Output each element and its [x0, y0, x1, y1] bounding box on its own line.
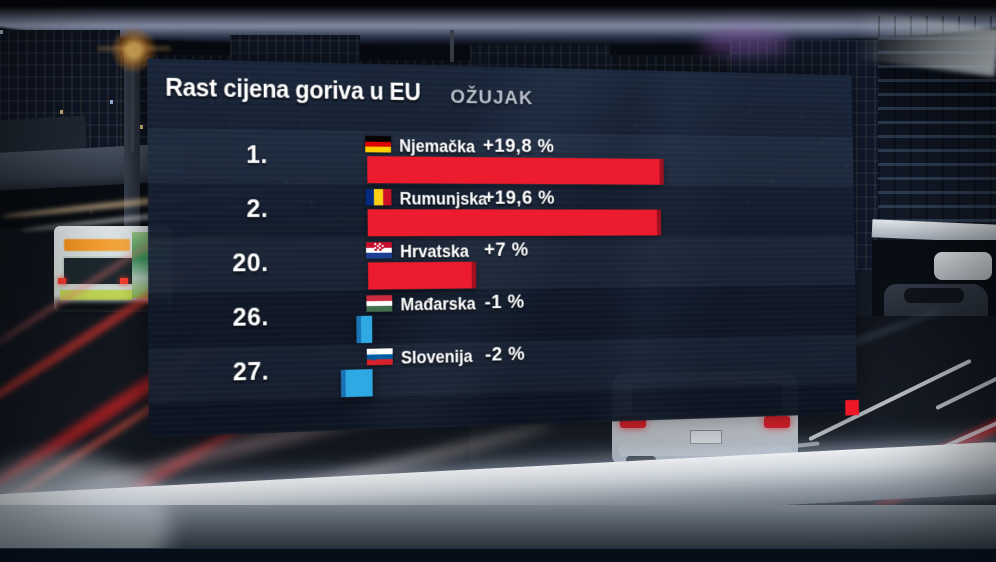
streetlight-flare [98, 47, 170, 50]
value-bar [367, 156, 663, 185]
value-label: -1 % [484, 291, 524, 314]
flag-emblem-shield [371, 352, 378, 361]
fuel-price-chart-panel: Rast cijena goriva u EU OŽUJAK 1. Njemačk… [147, 59, 857, 437]
value-bar [368, 262, 476, 290]
value-label: +19,6 % [483, 187, 555, 210]
flag-croatia-icon [366, 242, 392, 259]
value-bar [368, 209, 662, 236]
flag-romania-icon [366, 189, 392, 205]
bus-taillight [58, 278, 66, 284]
country-label: Hrvatska [400, 242, 469, 262]
value-bar [356, 316, 372, 343]
rank-label: 27. [176, 356, 269, 389]
country-label: Slovenija [401, 347, 473, 369]
flag-slovenia-icon [367, 348, 393, 365]
accent-square [845, 400, 859, 416]
country-label: Njemačka [399, 136, 475, 157]
bus-route-sign [64, 239, 130, 251]
lamp-pole [450, 30, 454, 62]
flag-hungary-icon [366, 295, 392, 312]
sedan-car-window [904, 288, 964, 303]
neon-sign-glow [700, 26, 790, 56]
value-label: +7 % [484, 239, 529, 262]
chart-row: 20. Hrvatska +7 % [148, 236, 855, 293]
window-lights-cool [0, 30, 3, 34]
rank-label: 26. [176, 302, 269, 334]
chart-row: 1. Njemačka +19,8 % [148, 128, 854, 186]
country-label: Mađarska [400, 294, 475, 315]
chart-row: 2. Rumunjska +19,6 % [148, 183, 854, 238]
value-label: +19,8 % [483, 135, 555, 158]
suv-taillight [764, 416, 790, 428]
rank-label: 2. [175, 193, 268, 224]
bottom-dark-strip [0, 548, 996, 562]
month-label: OŽUJAK [450, 86, 533, 110]
overpass-upper [0, 116, 87, 153]
country-label: Rumunjska [400, 189, 488, 209]
rank-label: 20. [176, 247, 269, 278]
rank-label: 1. [175, 138, 268, 169]
flag-emblem-checkerboard [374, 243, 383, 251]
white-car [934, 252, 992, 280]
flag-germany-icon [365, 136, 391, 153]
value-label: -2 % [485, 343, 525, 367]
bus-taillight [120, 278, 128, 284]
broadcast-frame: Rast cijena goriva u EU OŽUJAK 1. Njemačk… [0, 0, 996, 562]
page-title: Rast cijena goriva u EU [165, 74, 420, 107]
chart-rows: 1. Njemačka +19,8 % 2. Rumunjska +19,6 % 20. Hr… [148, 128, 857, 403]
suv-plate [690, 430, 722, 444]
value-bar [341, 369, 373, 397]
